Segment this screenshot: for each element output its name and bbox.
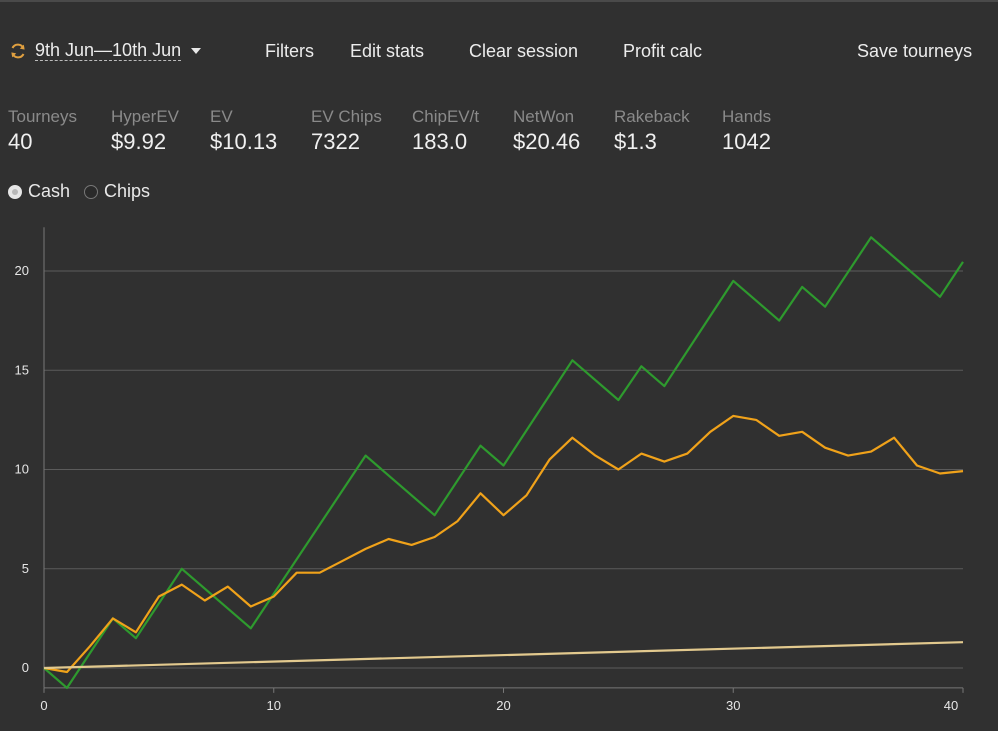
- series-line: [43, 641, 964, 670]
- y-tick-label: 0: [22, 660, 29, 675]
- series-line: [43, 414, 964, 674]
- x-tick-label: 20: [496, 698, 510, 713]
- date-range-selector[interactable]: 9th Jun—10th Jun: [8, 40, 202, 61]
- y-tick-label: 15: [15, 362, 29, 377]
- stat-label: Rakeback: [614, 107, 690, 126]
- date-range-label: 9th Jun—10th Jun: [35, 40, 182, 61]
- chevron-down-icon[interactable]: [191, 47, 202, 54]
- stat-label: Tourneys: [8, 107, 77, 126]
- stat-chipev-per-t: ChipEV/t 183.0: [412, 106, 479, 156]
- filters-button[interactable]: Filters: [265, 41, 314, 61]
- x-tick-label: 10: [267, 698, 281, 713]
- stat-value: $20.46: [513, 129, 581, 154]
- y-tick-label: 20: [15, 263, 29, 278]
- x-tick-label: 0: [40, 698, 47, 713]
- cash-radio-label: Cash: [28, 181, 71, 201]
- stat-netwon: NetWon $20.46: [513, 106, 580, 156]
- y-tick-label: 5: [22, 561, 29, 576]
- stat-label: EV Chips: [311, 107, 382, 126]
- chips-radio[interactable]: Chips: [84, 181, 150, 202]
- stat-ev: EV $10.13: [210, 106, 277, 156]
- profit-calc-button[interactable]: Profit calc: [623, 41, 703, 61]
- x-tick-label: 30: [726, 698, 740, 713]
- series-line: [43, 236, 964, 689]
- stat-ev-chips: EV Chips 7322: [311, 106, 382, 156]
- refresh-icon[interactable]: [8, 41, 28, 61]
- chart-axes: [43, 227, 964, 693]
- toolbar: 9th Jun—10th Jun Filters Edit stats Clea…: [0, 38, 998, 66]
- save-tourneys-button[interactable]: Save tourneys: [857, 41, 973, 61]
- clear-session-button[interactable]: Clear session: [469, 41, 579, 61]
- profit-chart: 0 5 10 15 20 0 10 20 30 40: [15, 227, 964, 713]
- stat-tourneys: Tourneys 40: [8, 106, 77, 156]
- stat-hands: Hands 1042: [722, 106, 771, 156]
- stat-value: $9.92: [111, 129, 167, 154]
- y-tick-label: 10: [15, 462, 29, 477]
- stat-label: HyperEV: [111, 107, 180, 126]
- stat-label: ChipEV/t: [412, 107, 480, 126]
- stat-value: 40: [8, 129, 33, 154]
- stat-label: Hands: [722, 107, 772, 126]
- chart-ticks: 0 5 10 15 20 0 10 20 30 40: [15, 263, 959, 713]
- chart-grid: [44, 270, 963, 669]
- radio-unchecked-icon[interactable]: [84, 184, 99, 199]
- stat-label: NetWon: [513, 107, 575, 126]
- edit-stats-button[interactable]: Edit stats: [350, 41, 425, 61]
- chips-radio-label: Chips: [104, 181, 151, 201]
- radio-checked-icon[interactable]: [8, 184, 22, 199]
- stat-value: 183.0: [412, 129, 468, 154]
- x-tick-label: 40: [944, 698, 958, 713]
- top-border: [0, 0, 998, 2]
- stat-value: $10.13: [210, 129, 278, 154]
- stats-bar: Tourneys 40 HyperEV $9.92 EV $10.13 EV C…: [0, 106, 998, 162]
- cash-radio[interactable]: Cash: [8, 181, 70, 202]
- mode-toggle: Cash Chips: [8, 181, 164, 202]
- stat-value: 7322: [311, 129, 360, 154]
- stat-value: 1042: [722, 129, 771, 154]
- stat-rakeback: Rakeback $1.3: [614, 106, 690, 156]
- stat-value: $1.3: [614, 129, 657, 154]
- chart-series: [43, 236, 964, 689]
- stat-label: EV: [210, 107, 233, 126]
- stat-hyperev: HyperEV $9.92: [111, 106, 179, 156]
